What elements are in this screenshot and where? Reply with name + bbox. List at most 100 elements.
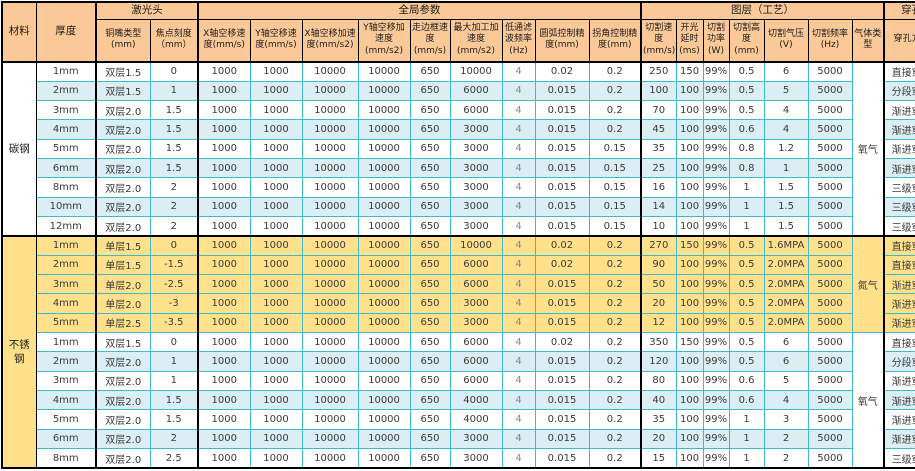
thickness-cell: 4mm xyxy=(35,293,97,314)
table-row: 不锈钢 1mm 单层1.5 0 1000 1000 10000 10000 650 10000 4 0… xyxy=(1,234,915,469)
header-cut-frequency: 切割频率(Hz) xyxy=(807,18,853,63)
laser-on-delay-cell: 100 xyxy=(675,119,704,140)
pierce-method-cell: 渐进穿孔 xyxy=(883,100,915,121)
cut-speed-cell: 35 xyxy=(640,409,677,430)
lowpass-freq-cell: 4 xyxy=(501,196,536,218)
table-row: 4mm 双层2.0 1.5 1000 1000 10000 10000 650 3000 4 0.0… xyxy=(2,119,915,140)
header-layer-process: 图层（工艺） xyxy=(640,1,885,20)
header-global-params: 全局参数 xyxy=(196,1,642,20)
corner-precision-cell: 0.2 xyxy=(588,351,642,372)
corner-precision-cell: 0.15 xyxy=(588,158,642,179)
lowpass-freq-cell: 4 xyxy=(501,177,536,198)
arc-precision-cell: 0.015 xyxy=(534,409,590,430)
max-process-accel-cell: 3000 xyxy=(449,138,503,160)
x-travel-accel-cell: 10000 xyxy=(301,80,359,102)
arc-precision-cell: 0.015 xyxy=(534,158,590,179)
cut-speed-cell: 10 xyxy=(640,216,677,237)
x-travel-accel-cell: 10000 xyxy=(301,177,359,198)
x-travel-speed-cell: 1000 xyxy=(197,254,251,276)
table-row: 5mm 双层2.0 1.5 1000 1000 10000 10000 650 4000 4 0.0… xyxy=(2,409,915,430)
frame-speed-cell: 650 xyxy=(409,80,451,102)
thickness-cell: 6mm xyxy=(35,428,97,450)
max-process-accel-cell: 6000 xyxy=(449,370,503,392)
laser-on-delay-cell: 150 xyxy=(675,332,704,353)
header-cut-power: 切割功率(W) xyxy=(702,18,730,63)
header-focus-scale: 焦点刻度（mm） xyxy=(149,18,199,63)
frame-speed-cell: 650 xyxy=(409,138,451,160)
cut-height-cell: 0.6 xyxy=(728,390,765,411)
table-row: 12mm 双层2.0 2 1000 1000 10000 10000 650 3000 4 0.01… xyxy=(2,216,915,237)
table-row: 3mm 双层2.0 1 1000 1000 10000 10000 650 6000 4 0.015… xyxy=(2,370,915,392)
cut-height-cell: 0.5 xyxy=(728,274,765,295)
max-process-accel-cell: 10000 xyxy=(449,61,503,82)
material-cell: 碳钢 xyxy=(1,61,37,237)
lowpass-freq-cell: 4 xyxy=(501,390,536,411)
focus-scale-cell: -2.5 xyxy=(149,274,199,295)
y-travel-accel-cell: 10000 xyxy=(357,100,411,121)
thickness-cell: 2mm xyxy=(35,80,97,102)
nozzle-type-cell: 双层2.0 xyxy=(95,370,151,392)
y-travel-accel-cell: 10000 xyxy=(357,158,411,179)
laser-on-delay-cell: 100 xyxy=(675,216,704,237)
y-travel-speed-cell: 1000 xyxy=(249,312,303,334)
focus-scale-cell: 1 xyxy=(149,351,199,372)
y-travel-speed-cell: 1000 xyxy=(249,177,303,198)
frame-speed-cell: 650 xyxy=(409,234,451,256)
header-lowpass-freq: 低通滤波频率(Hz) xyxy=(501,18,536,63)
header-material: 材料 xyxy=(1,1,37,63)
header-nozzle-type: 铜嘴类型(mm) xyxy=(95,18,151,63)
lowpass-freq-cell: 4 xyxy=(501,332,536,353)
cut-gas-pressure-cell: 1.2 xyxy=(763,138,809,160)
frame-speed-cell: 650 xyxy=(409,100,451,121)
laser-on-delay-cell: 100 xyxy=(675,100,704,121)
cut-power-cell: 99% xyxy=(702,332,730,353)
cut-frequency-cell: 5000 xyxy=(807,216,853,237)
nozzle-type-cell: 双层2.0 xyxy=(95,119,151,140)
pierce-method-cell: 渐进穿孔 xyxy=(883,158,915,179)
arc-precision-cell: 0.015 xyxy=(534,293,590,314)
laser-on-delay-cell: 100 xyxy=(675,254,704,276)
cut-height-cell: 0.6 xyxy=(728,119,765,140)
y-travel-accel-cell: 10000 xyxy=(357,409,411,430)
max-process-accel-cell: 6000 xyxy=(449,80,503,102)
laser-on-delay-cell: 100 xyxy=(675,158,704,179)
y-travel-accel-cell: 10000 xyxy=(357,80,411,102)
y-travel-accel-cell: 10000 xyxy=(357,177,411,198)
y-travel-accel-cell: 10000 xyxy=(357,428,411,450)
gas-type-cell: 氧气 xyxy=(851,61,885,237)
cut-height-cell: 0.5 xyxy=(728,61,765,82)
x-travel-accel-cell: 10000 xyxy=(301,274,359,295)
arc-precision-cell: 0.02 xyxy=(534,332,590,353)
cut-speed-cell: 80 xyxy=(640,370,677,392)
y-travel-speed-cell: 1000 xyxy=(249,293,303,314)
cut-height-cell: 0.5 xyxy=(728,80,765,102)
header-laser-on-delay: 开光延时(ms) xyxy=(675,18,704,63)
cut-speed-cell: 12 xyxy=(640,312,677,334)
max-process-accel-cell: 3000 xyxy=(449,196,503,218)
thickness-cell: 1mm xyxy=(35,332,97,353)
cut-power-cell: 99% xyxy=(702,158,730,179)
thickness-cell: 3mm xyxy=(35,100,97,121)
arc-precision-cell: 0.015 xyxy=(534,274,590,295)
x-travel-accel-cell: 10000 xyxy=(301,428,359,450)
cut-power-cell: 99% xyxy=(702,254,730,276)
x-travel-speed-cell: 1000 xyxy=(197,177,251,198)
cut-gas-pressure-cell: 1 xyxy=(763,158,809,179)
thickness-cell: 5mm xyxy=(35,409,97,430)
y-travel-speed-cell: 1000 xyxy=(249,254,303,276)
focus-scale-cell: 2.5 xyxy=(149,448,199,469)
frame-speed-cell: 650 xyxy=(409,61,451,82)
header-pierce: 穿孔 xyxy=(883,1,915,20)
x-travel-speed-cell: 1000 xyxy=(197,428,251,450)
y-travel-accel-cell: 10000 xyxy=(357,312,411,334)
table-row: 5mm 双层2.0 1.5 1000 1000 10000 10000 650 3000 4 0.0… xyxy=(2,138,915,160)
cut-height-cell: 1 xyxy=(728,177,765,198)
cut-power-cell: 99% xyxy=(702,80,730,102)
arc-precision-cell: 0.02 xyxy=(534,234,590,256)
pierce-method-cell: 分段穿孔 xyxy=(883,351,915,372)
cut-height-cell: 0.5 xyxy=(728,312,765,334)
laser-on-delay-cell: 100 xyxy=(675,312,704,334)
table-row: 碳钢 1mm 双层1.5 0 1000 1000 10000 10000 650 10000 4 0.… xyxy=(1,61,915,237)
focus-scale-cell: 1 xyxy=(149,370,199,392)
gas-type-cell: 氧气 xyxy=(851,332,885,469)
